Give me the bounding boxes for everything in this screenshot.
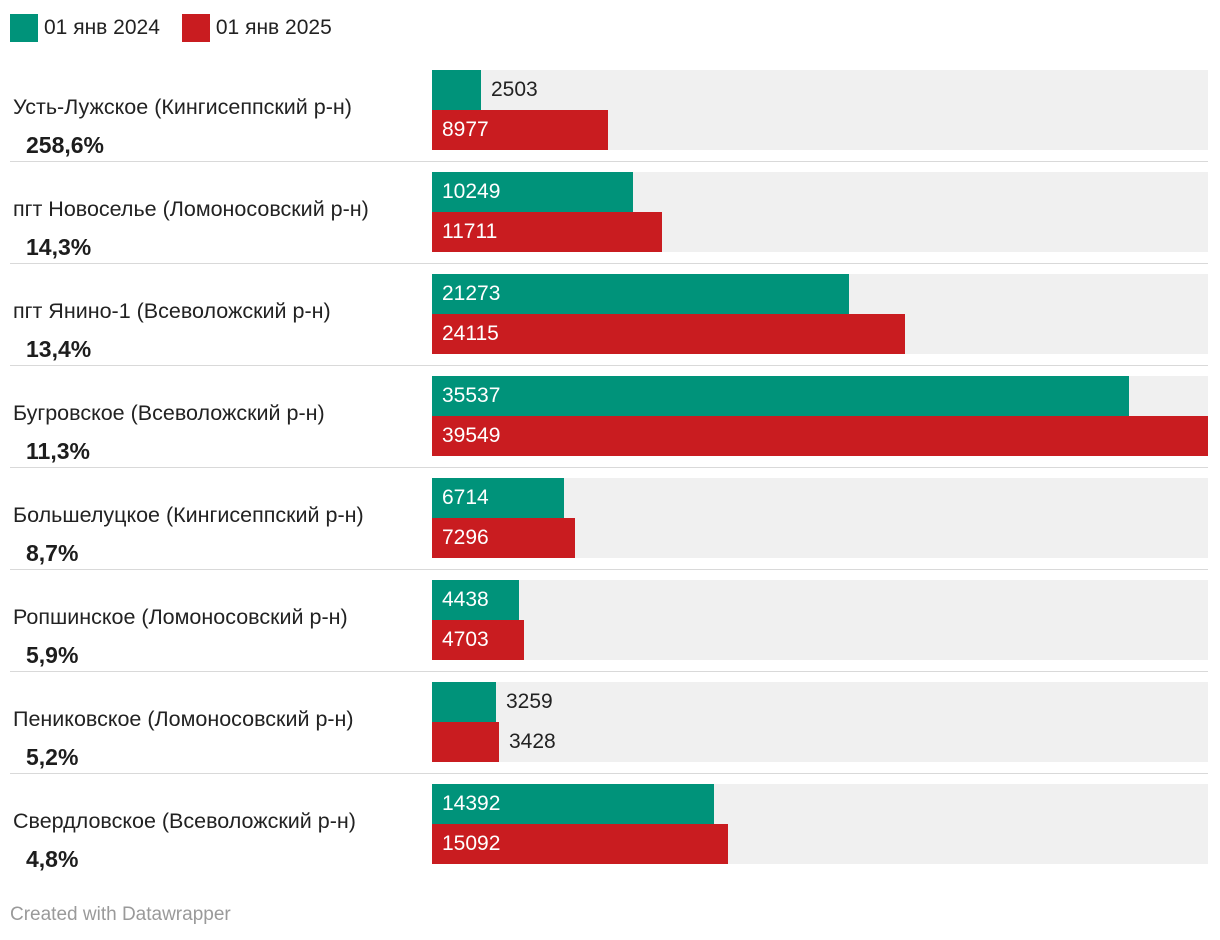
bar-2024 <box>432 478 564 518</box>
data-label: 4438 <box>442 588 489 611</box>
data-label: 14392 <box>442 792 501 815</box>
data-label: 7296 <box>442 526 489 549</box>
bar-2024 <box>432 376 1129 416</box>
data-label: 3428 <box>509 730 556 753</box>
bar-2025 <box>432 416 1208 456</box>
bar-2025 <box>432 824 728 864</box>
category-label: Свердловское (Всеволожский р-н) <box>13 809 356 833</box>
bar-2025 <box>432 212 662 252</box>
bar-2024 <box>432 580 519 620</box>
data-label: 35537 <box>442 384 501 407</box>
category-label: пгт Новоселье (Ломоносовский р-н) <box>13 197 369 221</box>
growth-label: 5,9% <box>26 642 79 668</box>
data-label: 6714 <box>442 486 489 509</box>
bar-track <box>432 682 1208 762</box>
bar-2024 <box>432 274 849 314</box>
growth-label: 13,4% <box>26 336 92 362</box>
data-label: 39549 <box>442 424 501 447</box>
category-label: пгт Янино-1 (Всеволожский р-н) <box>13 299 331 323</box>
category-label: Пениковское (Ломоносовский р-н) <box>13 707 354 731</box>
growth-label: 4,8% <box>26 846 79 872</box>
row-separator <box>10 365 1208 366</box>
growth-label: 8,7% <box>26 540 79 566</box>
data-label: 15092 <box>442 832 501 855</box>
bar-2024 <box>432 70 481 110</box>
data-label: 24115 <box>442 322 499 345</box>
data-label: 2503 <box>491 78 538 101</box>
legend-item-2024: 01 янв 2024 <box>10 14 160 42</box>
row-separator <box>10 467 1208 468</box>
bar-2025 <box>432 314 905 354</box>
data-label: 4703 <box>442 628 489 651</box>
data-label: 3259 <box>506 690 553 713</box>
row-separator <box>10 773 1208 774</box>
growth-label: 11,3% <box>26 438 90 464</box>
data-label: 10249 <box>442 180 501 203</box>
bar-2025 <box>432 722 499 762</box>
legend-item-2025: 01 янв 2025 <box>181 14 332 42</box>
bar-2024 <box>432 682 496 722</box>
bar-2024 <box>432 172 633 212</box>
bar-track <box>432 580 1208 660</box>
row-separator <box>10 161 1208 162</box>
bar-2025 <box>432 518 575 558</box>
growth-label: 14,3% <box>26 234 92 260</box>
growth-label: 258,6% <box>26 132 105 158</box>
row-separator <box>10 263 1208 264</box>
bar-2025 <box>432 620 524 660</box>
data-label: 8977 <box>442 118 489 141</box>
legend-label-2025: 01 янв 2025 <box>215 16 332 39</box>
row-separator <box>10 671 1208 672</box>
footer-credit[interactable]: Created with Datawrapper <box>10 904 231 925</box>
category-label: Усть-Лужское (Кингисеппский р-н) <box>13 95 352 119</box>
legend: 01 янв 2024 01 янв 2025 <box>10 14 354 42</box>
category-label: Большелуцкое (Кингисеппский р-н) <box>13 503 364 527</box>
growth-label: 5,2% <box>26 744 79 770</box>
category-label: Бугровское (Всеволожский р-н) <box>13 401 325 425</box>
legend-swatch-2024 <box>10 14 38 42</box>
category-label: Ропшинское (Ломоносовский р-н) <box>13 605 348 629</box>
data-label: 21273 <box>442 282 501 305</box>
data-label: 11711 <box>442 220 498 243</box>
legend-swatch-2025 <box>181 14 210 42</box>
bar-2025 <box>432 110 608 150</box>
row-separator <box>10 569 1208 570</box>
bar-2024 <box>432 784 714 824</box>
legend-label-2024: 01 янв 2024 <box>44 16 160 39</box>
